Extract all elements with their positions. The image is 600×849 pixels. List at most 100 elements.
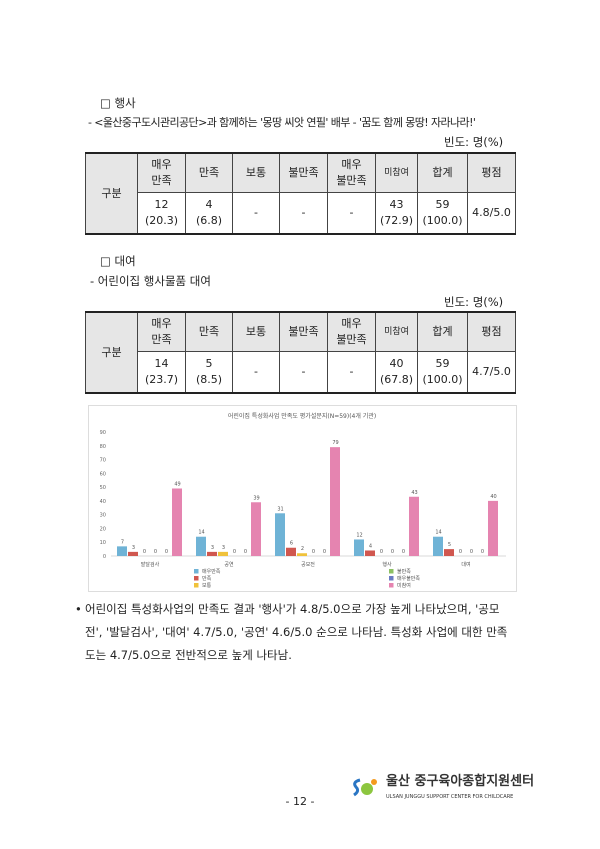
org-name: 울산 중구육아종합지원센터 — [386, 774, 535, 789]
data-cell: 59 (100.0) — [417, 351, 468, 394]
y-tick-label: 0 — [103, 554, 106, 560]
header-cell: 보통 — [232, 152, 280, 193]
y-tick-label: 70 — [100, 458, 106, 464]
header-cell: 불만족 — [279, 311, 328, 352]
data-label: 43 — [411, 490, 417, 496]
legend-label: 불만족 — [397, 568, 411, 575]
header-cell: 미참여 — [375, 152, 418, 193]
data-label: 0 — [244, 549, 247, 555]
y-tick-label: 50 — [100, 485, 106, 491]
data-label: 5 — [448, 542, 451, 548]
legend-label: 매우불만족 — [397, 575, 420, 582]
data-cell: - — [232, 351, 280, 394]
header-cell: 합계 — [417, 152, 468, 193]
header-cell: 만족 — [185, 152, 233, 193]
legend-swatch — [194, 569, 199, 574]
legend-label: 보통 — [202, 583, 212, 589]
bar-매우만족 — [196, 536, 206, 556]
bar-보통 — [297, 553, 307, 556]
data-cell: 4 (6.8) — [185, 192, 233, 235]
header-cell: 평점 — [467, 152, 516, 193]
bar-미참여 — [251, 502, 261, 556]
chart-svg: 어린이집 특성화사업 만족도 평가설문지(N=59)(4개 기관)0102030… — [100, 412, 506, 589]
data-cell: 14 (23.7) — [137, 351, 186, 394]
header-cell: 매우 불만족 — [327, 152, 376, 193]
rental-table: 구분 매우 만족 만족 보통 불만족 매우 불만족 미참여 합계 평점 14 (23.7) 5 (8… — [85, 311, 516, 394]
y-tick-label: 90 — [100, 430, 106, 436]
data-cell: - — [232, 192, 280, 235]
x-tick-label: 행사 — [382, 561, 392, 568]
page-number: - 12 - — [285, 795, 315, 808]
org-name-en: ULSAN JUNGGU SUPPORT CENTER FOR CHILDCAR… — [386, 794, 514, 800]
header-cell: 매우 만족 — [137, 152, 186, 193]
data-cell: - — [279, 351, 328, 394]
legend-label: 만족 — [202, 575, 212, 582]
data-cell: - — [327, 351, 376, 394]
data-label: 31 — [277, 506, 283, 512]
data-label: 49 — [174, 481, 180, 487]
summary-text: 어린이집 특성화사업의 만족도 결과 '행사'가 4.8/5.0으로 가장 높게… — [85, 602, 508, 662]
score-cell: 4.8/5.0 — [467, 192, 516, 235]
header-cell: 구분 — [85, 152, 138, 235]
section-heading-event: □ 행사 — [100, 96, 136, 110]
y-tick-label: 40 — [100, 499, 106, 505]
y-tick-label: 80 — [100, 444, 106, 450]
bar-미참여 — [409, 496, 419, 556]
header-cell: 합계 — [417, 311, 468, 352]
bar-만족 — [286, 547, 296, 556]
x-tick-label: 발달검사 — [141, 561, 160, 568]
bar-만족 — [207, 551, 217, 556]
org-logo-icon — [353, 778, 377, 797]
data-label: 0 — [143, 549, 146, 555]
data-label: 12 — [356, 532, 362, 538]
section-desc-event: - <울산중구도시관리공단>과 함께하는 '몽땅 씨앗 연필' 배부 - '꿈도… — [88, 116, 476, 129]
unit-label: 빈도: 명(%) — [444, 295, 504, 309]
header-cell: 보통 — [232, 311, 280, 352]
header-cell: 구분 — [85, 311, 138, 394]
summary-paragraph: • 어린이집 특성화사업의 만족도 결과 '행사'가 4.8/5.0으로 가장 … — [75, 598, 515, 667]
data-label: 3 — [211, 545, 214, 551]
data-label: 0 — [402, 549, 405, 555]
bullet-icon: • — [75, 602, 82, 616]
section-heading-rental: □ 대여 — [100, 254, 136, 268]
data-label: 79 — [332, 440, 338, 446]
bar-매우만족 — [354, 539, 364, 556]
org-logo: 울산 중구육아종합지원센터 ULSAN JUNGGU SUPPORT CENTE… — [350, 774, 590, 808]
bar-매우만족 — [275, 513, 285, 556]
section-desc-rental: - 어린이집 행사물품 대여 — [90, 274, 211, 288]
legend-swatch — [389, 576, 394, 581]
data-label: 7 — [121, 539, 124, 545]
data-label: 0 — [165, 549, 168, 555]
bar-미참여 — [330, 447, 340, 556]
bar-보통 — [218, 551, 228, 556]
y-tick-label: 30 — [100, 513, 106, 519]
header-cell: 불만족 — [279, 152, 328, 193]
data-label: 0 — [312, 549, 315, 555]
y-tick-label: 10 — [100, 540, 106, 546]
data-cell: 43 (72.9) — [375, 192, 418, 235]
data-label: 2 — [301, 546, 304, 552]
data-label: 0 — [459, 549, 462, 555]
data-cell: - — [279, 192, 328, 235]
header-cell: 만족 — [185, 311, 233, 352]
data-label: 0 — [233, 549, 236, 555]
header-cell: 미참여 — [375, 311, 418, 352]
score-cell: 4.7/5.0 — [467, 351, 516, 394]
satisfaction-chart: 어린이집 특성화사업 만족도 평가설문지(N=59)(4개 기관) 0 10 20 30… — [88, 405, 517, 592]
y-tick-label: 20 — [100, 526, 106, 532]
data-cell: 40 (67.8) — [375, 351, 418, 394]
data-label: 0 — [380, 549, 383, 555]
x-tick-label: 공연 — [224, 561, 234, 568]
header-cell: 매우 불만족 — [327, 311, 376, 352]
data-cell: 59 (100.0) — [417, 192, 468, 235]
data-label: 0 — [391, 549, 394, 555]
legend-label: 매우만족 — [202, 568, 221, 575]
bar-만족 — [444, 549, 454, 556]
data-label: 14 — [198, 530, 204, 536]
legend-swatch — [194, 583, 199, 588]
data-label: 3 — [222, 545, 225, 551]
bar-만족 — [365, 550, 375, 556]
data-label: 39 — [253, 495, 259, 501]
data-label: 14 — [435, 530, 441, 536]
